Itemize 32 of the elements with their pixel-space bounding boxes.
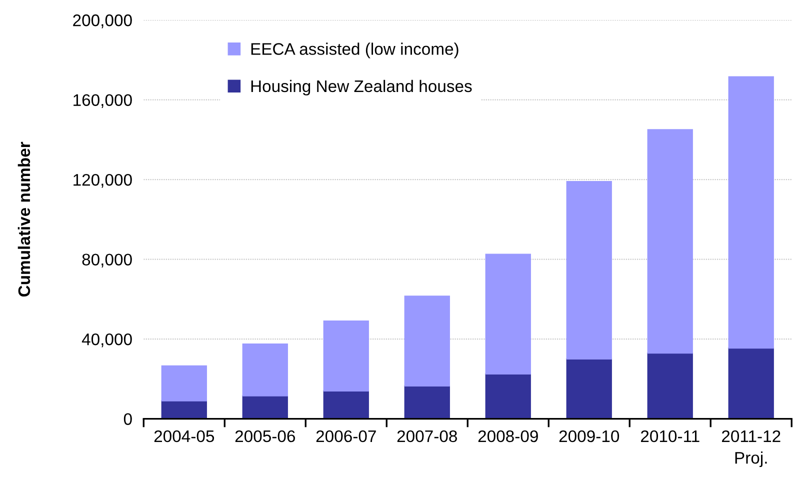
bar bbox=[485, 254, 531, 374]
bar bbox=[242, 395, 288, 419]
legend-label: Housing New Zealand houses bbox=[251, 80, 472, 96]
bar bbox=[566, 180, 612, 360]
x-tick-label: 2005-06 bbox=[235, 430, 295, 442]
bar bbox=[161, 365, 207, 402]
x-tick-label: 2011-12 Proj. bbox=[722, 430, 780, 468]
bar bbox=[647, 352, 693, 419]
bar bbox=[242, 343, 288, 396]
bar bbox=[323, 320, 369, 392]
y-tick-label: 0 bbox=[124, 413, 132, 426]
bar bbox=[485, 373, 531, 419]
y-tick-label: 40,000 bbox=[82, 333, 132, 348]
bar bbox=[647, 129, 693, 354]
y-axis-title: Cumulative number bbox=[18, 142, 30, 297]
bar bbox=[728, 76, 774, 349]
bar bbox=[404, 296, 450, 386]
bar bbox=[404, 385, 450, 419]
bar bbox=[566, 358, 612, 419]
x-tick-label: 2008-09 bbox=[478, 430, 538, 442]
legend-label: EECA assisted (low income) bbox=[251, 42, 458, 58]
x-tick-label: 2010-11 bbox=[640, 430, 700, 442]
bar bbox=[728, 347, 774, 419]
x-tick-label: 2007-08 bbox=[397, 430, 457, 442]
y-tick-label: 160,000 bbox=[74, 94, 132, 108]
y-tick-label: 120,000 bbox=[74, 174, 132, 188]
x-tick-label: 2006-07 bbox=[316, 430, 376, 442]
y-tick-label: 200,000 bbox=[73, 14, 132, 28]
x-tick-label: 2004-05 bbox=[154, 430, 214, 442]
x-tick-label: 2009-10 bbox=[559, 430, 620, 442]
y-tick-label: 80,000 bbox=[82, 254, 132, 268]
bar bbox=[323, 390, 369, 419]
